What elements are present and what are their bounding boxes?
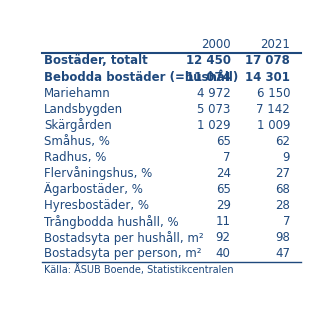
Text: 98: 98 [275, 231, 290, 244]
Text: 11 074: 11 074 [186, 71, 231, 84]
Text: Bostadsyta per hushåll, m²: Bostadsyta per hushåll, m² [44, 231, 204, 245]
Text: 68: 68 [275, 183, 290, 196]
Text: Källa: ÅSUB Boende, Statistikcentralen: Källa: ÅSUB Boende, Statistikcentralen [44, 264, 234, 275]
Text: 5 073: 5 073 [197, 103, 231, 116]
Text: Mariehamn: Mariehamn [44, 87, 111, 100]
Text: 12 450: 12 450 [186, 55, 231, 68]
Text: 2021: 2021 [261, 38, 290, 51]
Text: 1 009: 1 009 [257, 119, 290, 132]
Text: 17 078: 17 078 [245, 55, 290, 68]
Text: 65: 65 [216, 135, 231, 148]
Text: Flervåningshus, %: Flervåningshus, % [44, 166, 153, 181]
Text: 4 972: 4 972 [197, 87, 231, 100]
Text: Skärgården: Skärgården [44, 118, 112, 132]
Text: 28: 28 [275, 199, 290, 212]
Text: 11: 11 [216, 215, 231, 228]
Text: 7: 7 [223, 151, 231, 164]
Text: 47: 47 [275, 247, 290, 260]
Text: Radhus, %: Radhus, % [44, 151, 107, 164]
Text: Ägarbostäder, %: Ägarbostäder, % [44, 182, 143, 197]
Text: Landsbygden: Landsbygden [44, 103, 124, 116]
Text: 62: 62 [275, 135, 290, 148]
Text: Bostäder, totalt: Bostäder, totalt [44, 55, 148, 68]
Text: 7: 7 [283, 215, 290, 228]
Text: Trångbodda hushåll, %: Trångbodda hushåll, % [44, 215, 179, 229]
Text: Småhus, %: Småhus, % [44, 135, 110, 148]
Text: Bebodda bostäder (=hushåll): Bebodda bostäder (=hushåll) [44, 71, 238, 84]
Text: Bostadsyta per person, m²: Bostadsyta per person, m² [44, 247, 202, 260]
Text: 2000: 2000 [201, 38, 231, 51]
Text: 7 142: 7 142 [257, 103, 290, 116]
Text: 92: 92 [216, 231, 231, 244]
Text: 29: 29 [216, 199, 231, 212]
Text: 65: 65 [216, 183, 231, 196]
Text: 14 301: 14 301 [245, 71, 290, 84]
Text: 24: 24 [216, 167, 231, 180]
Text: 6 150: 6 150 [257, 87, 290, 100]
Text: 1 029: 1 029 [197, 119, 231, 132]
Text: 9: 9 [283, 151, 290, 164]
Text: 27: 27 [275, 167, 290, 180]
Text: 40: 40 [216, 247, 231, 260]
Text: Hyresbostäder, %: Hyresbostäder, % [44, 199, 149, 212]
